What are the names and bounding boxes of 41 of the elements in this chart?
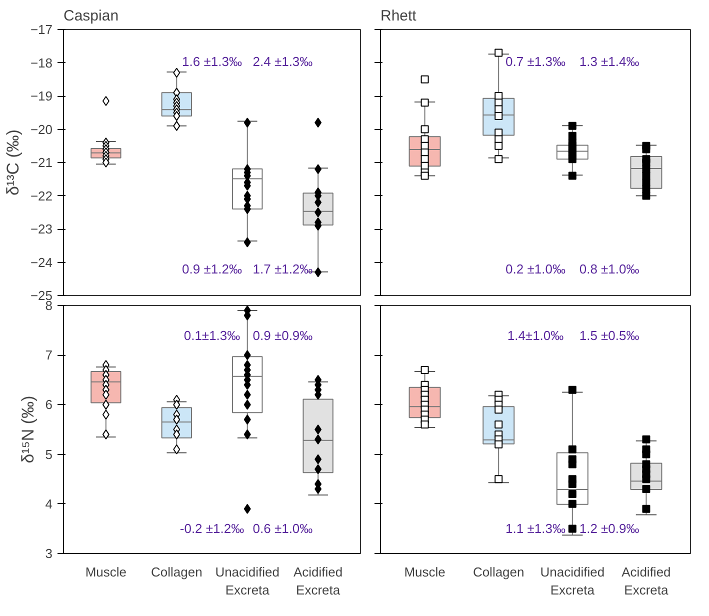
annotation: 0.6 ±1.0‰ — [252, 521, 313, 536]
annotation: 1.4±1.0‰ — [507, 328, 564, 343]
annotation: 0.2 ±1.0‰ — [506, 261, 566, 276]
y-tick-label: 5 — [45, 446, 53, 462]
annotation: 1.2 ±0.9‰ — [579, 521, 640, 536]
annotation: 1.5 ±0.5‰ — [579, 328, 640, 343]
y-tick-label: −22 — [30, 188, 53, 204]
y-tick-label: 7 — [45, 348, 53, 363]
y-tick-label: −23 — [30, 222, 53, 236]
annotation: -0.2 ±1.2‰ — [180, 521, 244, 536]
y-tick-label: −21 — [30, 155, 53, 170]
annotation: 1.3 ±1.4‰ — [579, 54, 640, 69]
y-tick-label: −18 — [30, 55, 53, 70]
y-tick-label: −19 — [30, 88, 53, 104]
annotation: 1.6 ±1.3‰ — [182, 54, 242, 69]
x-tick-label: Unacidified Excreta — [540, 564, 605, 598]
x-tick-label: Acidified Excreta — [622, 564, 671, 598]
annotation: 0.9 ±1.2‰ — [182, 261, 242, 276]
y-tick-label: 6 — [45, 397, 53, 412]
annotation: 1.1 ±1.3‰ — [506, 521, 566, 536]
annotation: 2.4 ±1.3‰ — [252, 54, 313, 69]
y-tick-label: −20 — [30, 122, 53, 137]
x-tick-label: Unacidified Excreta — [215, 564, 280, 598]
y-tick-label: −17 — [30, 22, 53, 37]
annotation: 0.1±1.3‰ — [184, 328, 240, 343]
chart-title: Rhett — [380, 8, 418, 24]
x-tick-label: Muscle — [85, 564, 127, 580]
y-tick-label: −24 — [30, 254, 53, 270]
annotation: 1.7 ±1.2‰ — [252, 261, 313, 276]
annotation: 0.7 ±1.3‰ — [506, 54, 566, 69]
x-tick-label: Muscle — [404, 564, 446, 580]
y-axis-title: δ¹³C (‰) — [3, 129, 22, 196]
annotation: 0.8 ±1.0‰ — [579, 261, 640, 276]
x-tick-label: Acidified Excreta — [294, 564, 343, 598]
y-axis-title: δ¹⁵N (‰) — [18, 396, 38, 464]
y-tick-label: 4 — [45, 496, 53, 512]
y-tick-label: 3 — [45, 546, 53, 561]
annotation: 0.9 ±0.9‰ — [252, 328, 313, 343]
x-tick-label: Collagen — [150, 564, 202, 580]
chart-title: Caspian — [64, 8, 119, 24]
x-tick-label: Collagen — [472, 564, 524, 580]
